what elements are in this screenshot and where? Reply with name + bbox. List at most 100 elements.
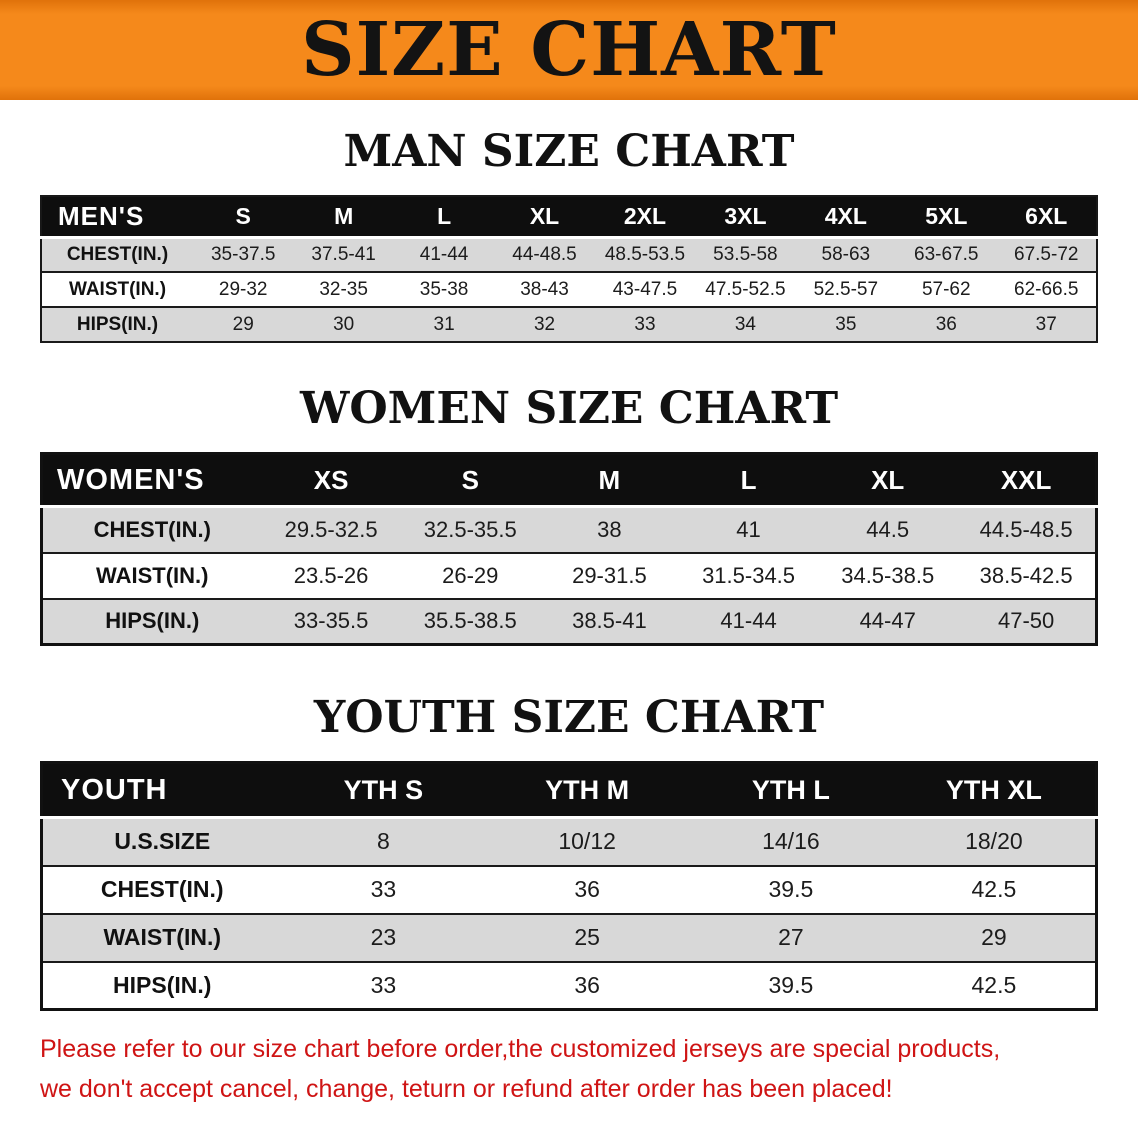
size-value-cell: 32 [533,313,556,335]
row-label: HIPS(IN.) [113,971,212,998]
size-value-cell: 35 [835,313,857,335]
youth-corner-label: YOUTH [41,762,282,819]
size-value-cell: 27 [778,924,804,950]
size-value-cell: 33 [370,971,397,998]
table-row: CHEST(IN.) 29.5-32.5 32.5-35.5 38 41 44.5 44.5… [41,506,1097,553]
women-chart-heading: WOMEN SIZE CHART [299,383,839,434]
size-value-cell: 35.5-38.5 [423,608,517,634]
size-value-cell: 31.5-34.5 [702,562,796,588]
size-value-cell: 38 [597,516,622,542]
size-value-cell: 67.5-72 [1014,243,1079,265]
size-value-cell: 44-47 [859,608,916,634]
youth-section: YOUTH SIZE CHART YOUTH YTH S YTH M YTH L YTH… [0,692,1138,1011]
size-value-cell: 36 [574,876,600,902]
column-header: YTH S [281,762,486,819]
size-chart-page: SIZE CHART MAN SIZE CHART MEN'S S M L XL 2XL 3… [0,0,1138,1109]
size-value-cell: 34 [734,313,756,335]
banner-title: SIZE CHART [301,7,837,93]
size-value-cell: 35-38 [419,278,469,300]
size-value-cell: 44-48.5 [512,243,577,265]
size-value-cell: 47.5-52.5 [705,278,786,300]
size-value-cell: 25 [574,924,600,950]
size-value-cell: 39.5 [768,876,814,902]
column-header: 5XL [896,196,997,239]
column-header: 4XL [795,196,897,239]
table-row: CHEST(IN.) 33 36 39.5 42.5 [41,865,1097,914]
size-value-cell: 8 [376,828,390,855]
size-value-cell: 33 [634,313,656,335]
column-header: M [293,196,394,239]
size-value-cell: 44.5-48.5 [979,516,1073,542]
table-row: WAIST(IN.) 29-32 32-35 35-38 38-43 43-47.5 47.… [41,272,1097,307]
size-value-cell: 29 [232,313,254,335]
row-label: WAIST(IN.) [68,278,167,300]
size-value-cell: 29-32 [218,278,268,300]
column-header: 2XL [594,196,696,239]
table-row: U.S.SIZE 8 10/12 14/16 18/20 [41,817,1097,866]
row-label: CHEST(IN.) [93,516,211,542]
size-value-cell: 35-37.5 [210,243,276,265]
size-value-cell: 58-63 [821,243,871,265]
disclaimer-line-2: we don't accept cancel, change, teturn o… [40,1075,893,1103]
size-value-cell: 47-50 [998,608,1055,634]
size-value-cell: 38-43 [520,278,569,300]
table-row: WAIST(IN.) 23.5-26 26-29 29-31.5 31.5-34.5 34… [41,552,1097,599]
row-label: WAIST(IN.) [103,924,222,950]
table-row: HIPS(IN.) 33-35.5 35.5-38.5 38.5-41 41-44 44-… [41,598,1097,645]
men-chart-heading: MAN SIZE CHART [343,126,795,177]
size-value-cell: 32-35 [319,278,368,300]
row-label: WAIST(IN.) [96,562,209,588]
disclaimer-line-1: Please refer to our size chart before or… [40,1035,1001,1063]
column-header: YTH XL [892,762,1097,819]
size-value-cell: 41 [736,516,761,542]
women-header-row: WOMEN'S XS S M L XL XXL [41,453,1097,508]
size-value-cell: 41-44 [720,608,777,634]
size-value-cell: 33 [370,876,397,902]
size-value-cell: 30 [333,313,355,335]
size-value-cell: 29-31.5 [572,562,647,588]
size-value-cell: 43-47.5 [612,278,678,300]
size-value-cell: 52.5-57 [813,278,879,300]
size-value-cell: 36 [574,971,600,998]
size-value-cell: 37 [1035,313,1057,335]
size-value-cell: 23.5-26 [293,562,369,588]
column-header: S [193,196,294,239]
column-header: 3XL [695,196,796,239]
disclaimer: Please refer to our size chart before or… [40,1029,1138,1109]
column-header: L [678,453,819,508]
size-value-cell: 32.5-35.5 [423,516,517,542]
table-row: WAIST(IN.) 23 25 27 29 [41,913,1097,962]
size-value-cell: 44.5 [866,516,910,542]
size-value-cell: 37.5-41 [311,243,376,265]
column-header: 6XL [996,196,1097,239]
row-label: HIPS(IN.) [105,608,200,634]
men-size-table: MEN'S S M L XL 2XL 3XL 4XL 5XL 6XL CHEST(IN.) 35-37… [40,195,1098,343]
youth-header-row: YOUTH YTH S YTH M YTH L YTH XL [41,762,1097,819]
row-label: U.S.SIZE [114,828,211,855]
column-header: XXL [957,453,1097,508]
men-corner-label: MEN'S [41,196,193,239]
size-value-cell: 36 [935,313,957,335]
men-header-row: MEN'S S M L XL 2XL 3XL 4XL 5XL 6XL [41,196,1097,239]
youth-size-table: YOUTH YTH S YTH M YTH L YTH XL U.S.SIZE 8 10/12… [40,761,1098,1011]
column-header: YTH L [689,762,893,819]
women-section: WOMEN SIZE CHART WOMEN'S XS S M L XL XXL CHEST(… [0,383,1138,646]
column-header: YTH M [485,762,689,819]
column-header: S [400,453,540,508]
size-value-cell: 42.5 [971,876,1017,902]
table-row: HIPS(IN.) 29 30 31 32 33 34 35 36 37 [41,307,1097,342]
size-value-cell: 23 [370,924,397,950]
size-value-cell: 63-67.5 [914,243,979,265]
size-value-cell: 29.5-32.5 [284,516,378,542]
size-value-cell: 18/20 [965,828,1023,855]
column-header: XL [818,453,958,508]
size-value-cell: 48.5-53.5 [604,243,686,265]
column-header: M [539,453,679,508]
size-value-cell: 42.5 [971,971,1017,998]
youth-chart-heading: YOUTH SIZE CHART [313,692,825,743]
size-value-cell: 26-29 [442,562,499,588]
women-size-table: WOMEN'S XS S M L XL XXL CHEST(IN.) 29.5-32.5 32.5… [40,452,1098,646]
women-corner-label: WOMEN'S [41,453,262,508]
size-value-cell: 53.5-58 [713,243,778,265]
size-value-cell: 57-62 [921,278,971,300]
